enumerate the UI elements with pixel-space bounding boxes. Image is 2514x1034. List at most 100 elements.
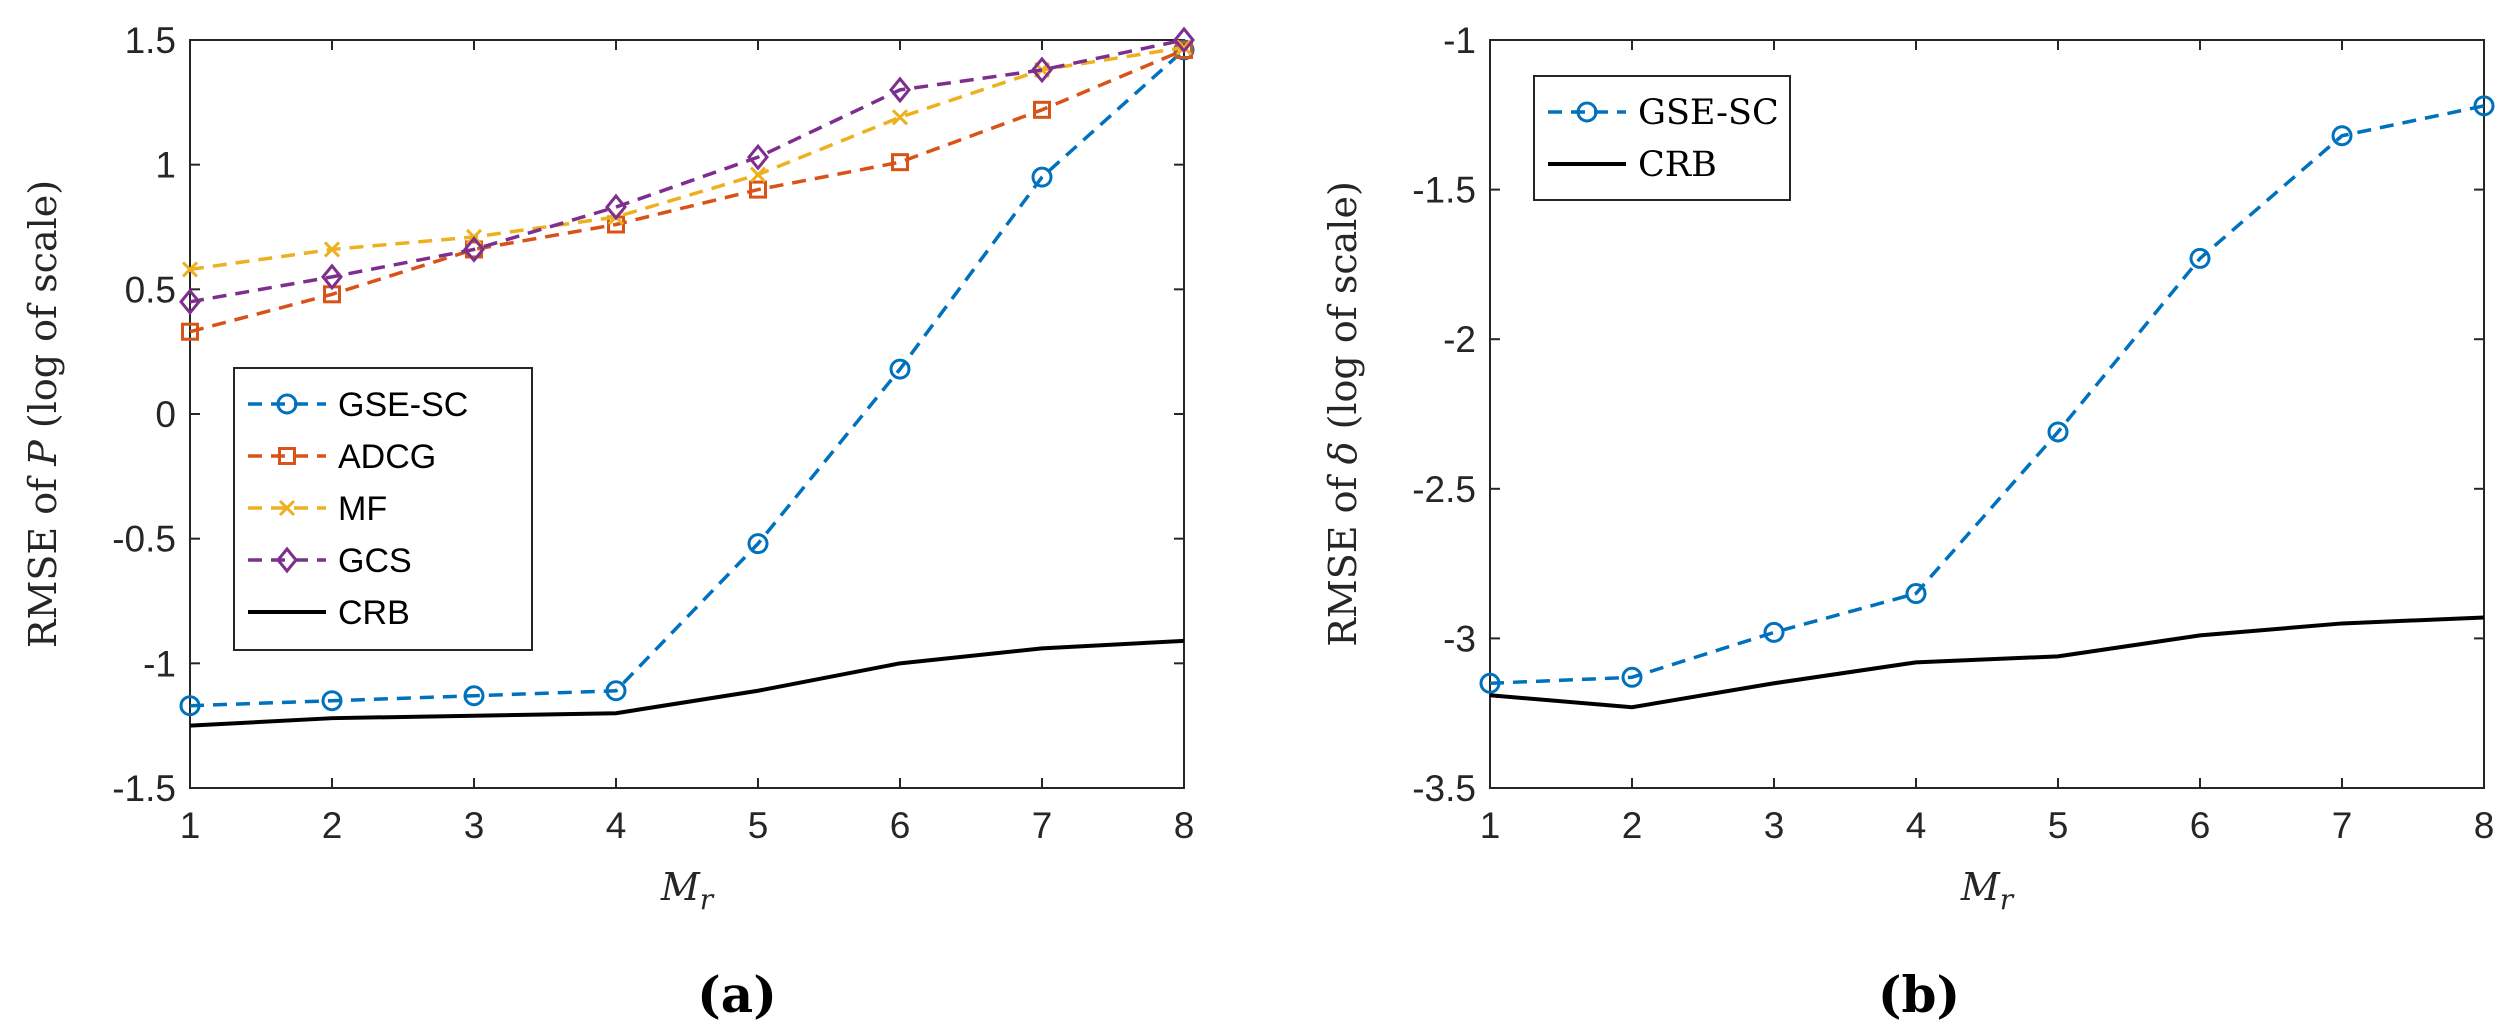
legend: GSE-SC ADCG MF GCS CRB: [233, 367, 533, 651]
series-line-mf: [189, 45, 1185, 272]
y-axis-label-symbol: P: [21, 439, 65, 467]
legend-marker-mf: [278, 499, 296, 517]
data-point-mf: [891, 109, 909, 126]
data-point-adcg: [181, 322, 199, 341]
x-axis-label-symbol: M: [660, 865, 701, 909]
legend-label-crb: CRB: [338, 594, 410, 632]
data-point-gcs: [1173, 26, 1195, 54]
series-line-crb: [1489, 615, 2485, 710]
series-line-gse-sc: [189, 48, 1186, 708]
x-axis-label: Mr: [1960, 865, 2015, 916]
x-axis-label-subscript: r: [2000, 883, 2015, 916]
data-point-gse-sc: [321, 690, 343, 712]
panel-label: (b): [1878, 965, 1960, 1024]
legend-label-gse-sc: GSE-SC: [338, 386, 468, 424]
y-axis-label-prefix: RMSE of: [1321, 464, 1365, 646]
chart-panel-a: 1 2 3 4 5 6 7 8 -1.5 -1 -0.5 0 0.5 1 1.5 Mr RMSE of P (l…: [21, 20, 1195, 916]
data-point-gse-sc: [463, 685, 485, 707]
data-point-adcg: [891, 153, 909, 172]
data-point-gcs: [747, 143, 769, 171]
x-tick-label: 4: [606, 805, 627, 846]
panel-label: (a): [697, 965, 777, 1024]
chart-panel-b: 1 2 3 4 5 6 7 8 -3.5 -3 -2.5 -2 -1.5 -1 Mr RMSE of δ (l…: [1321, 20, 2495, 916]
y-axis-label-symbol: δ: [1321, 441, 1365, 464]
legend-marker-gse-sc: [276, 393, 298, 415]
data-point-gse-sc: [1763, 621, 1785, 643]
series-line-gse-sc: [1489, 104, 2485, 686]
y-tick-label: 0: [155, 394, 176, 435]
data-point-gcs: [321, 263, 343, 291]
data-point-gse-sc: [2189, 247, 2211, 269]
y-tick-label: -3.5: [1412, 768, 1476, 809]
x-tick-label: 5: [748, 805, 769, 846]
data-point-gse-sc: [1479, 672, 1501, 694]
x-tick-label: 8: [1174, 805, 1195, 846]
x-tick-label: 2: [1622, 805, 1643, 846]
series-adcg: [181, 40, 1193, 341]
data-point-gse-sc: [2473, 95, 2495, 117]
x-tick-label: 1: [1480, 805, 1501, 846]
x-tick-label: 4: [1906, 805, 1927, 846]
data-point-mf: [181, 261, 199, 278]
series-gcs: [179, 26, 1195, 316]
series-line-adcg: [189, 48, 1185, 334]
y-tick-label: -1: [1443, 20, 1476, 61]
x-tick-label: 3: [1764, 805, 1785, 846]
plot-area-frame: [1489, 39, 2485, 789]
data-point-adcg: [749, 180, 767, 199]
data-point-gse-sc: [1621, 666, 1643, 688]
legend-label-crb: CRB: [1638, 145, 1717, 185]
data-point-gse-sc: [2331, 125, 2353, 147]
y-tick-label: 1.5: [125, 20, 176, 61]
y-axis-label-suffix: (log of scale): [21, 180, 65, 440]
data-point-mf: [749, 166, 767, 183]
legend-label-mf: MF: [338, 490, 387, 528]
data-point-gse-sc: [747, 533, 769, 555]
legend-label-adcg: ADCG: [338, 438, 436, 476]
data-point-mf: [1175, 39, 1193, 56]
series-gse-sc: [1479, 95, 2495, 694]
x-axis-label: Mr: [660, 865, 715, 916]
legend-label-gcs: GCS: [338, 542, 412, 580]
data-point-gse-sc: [2047, 421, 2069, 443]
x-tick-label: 3: [464, 805, 485, 846]
series-line-crb: [189, 638, 1185, 728]
y-axis-label-suffix: (log of scale): [1321, 181, 1365, 441]
data-point-gcs: [605, 193, 627, 221]
y-tick-label: -2.5: [1412, 469, 1476, 510]
x-axis-label-subscript: r: [700, 883, 715, 916]
data-point-adcg: [1033, 100, 1051, 119]
legend: GSE-SC CRB: [1533, 75, 1791, 201]
x-tick-label: 1: [180, 805, 201, 846]
y-tick-label: -1: [143, 643, 176, 684]
data-point-gse-sc: [179, 695, 201, 717]
x-tick-label: 2: [322, 805, 343, 846]
data-point-gcs: [889, 76, 911, 104]
legend-marker-gse-sc: [1576, 101, 1598, 123]
legend-label-gse-sc: GSE-SC: [1638, 93, 1779, 133]
series-crb: [189, 638, 1185, 728]
x-tick-label: 6: [890, 805, 911, 846]
data-point-gcs: [179, 288, 201, 316]
data-point-gse-sc: [889, 358, 911, 380]
x-tick-label: 8: [2474, 805, 2495, 846]
series-crb: [1489, 615, 2485, 710]
legend-marker-adcg: [278, 447, 296, 465]
data-point-gcs: [463, 236, 485, 263]
x-tick-label: 6: [2190, 805, 2211, 846]
data-point-mf: [323, 241, 341, 258]
data-point-gcs: [1031, 56, 1053, 84]
y-tick-label: -1.5: [112, 768, 176, 809]
y-axis-label: RMSE of δ (log of scale): [1321, 181, 1365, 647]
y-axis-label-prefix: RMSE of: [21, 466, 65, 648]
legend-box: [1533, 75, 1791, 201]
y-axis-label: RMSE of P (log of scale): [21, 180, 65, 648]
data-point-gse-sc: [605, 680, 627, 702]
data-point-gse-sc: [1031, 166, 1053, 188]
y-tick-label: -3: [1443, 618, 1476, 659]
series-line-gcs: [189, 38, 1185, 304]
x-axis-label-symbol: M: [1960, 865, 2001, 909]
y-tick-label: -2: [1443, 319, 1476, 360]
y-tick-label: -1.5: [1412, 170, 1476, 211]
